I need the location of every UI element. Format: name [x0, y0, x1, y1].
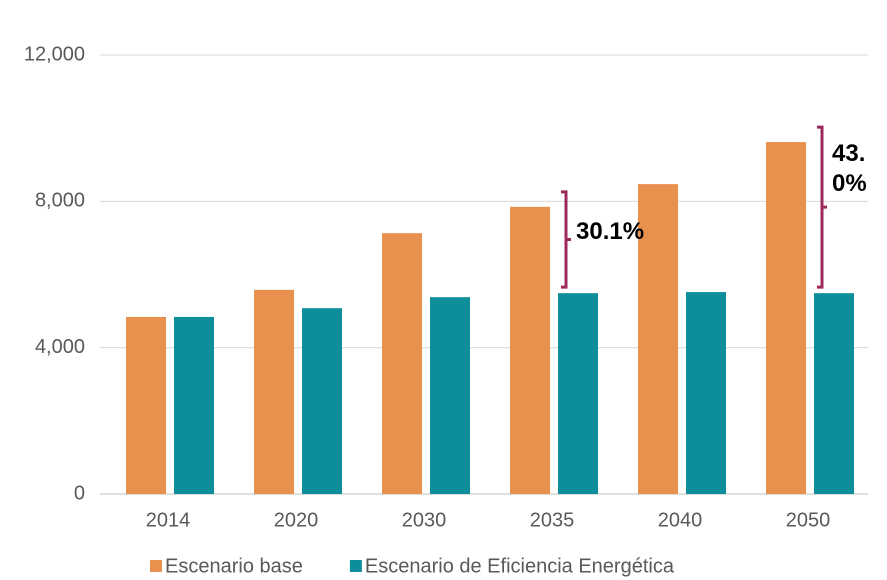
bar	[174, 316, 214, 494]
bar	[510, 206, 550, 494]
bar	[766, 142, 806, 494]
bar	[814, 293, 854, 494]
legend-swatch	[349, 560, 362, 572]
annotation: 43.0%	[832, 140, 867, 198]
legend-label: Escenario base	[165, 555, 303, 577]
y-tick-label: 8,000	[35, 190, 85, 212]
bracket	[561, 190, 571, 289]
legend-swatch	[150, 560, 162, 572]
x-tick-label: 2040	[658, 509, 703, 531]
y-tick-label: 0	[74, 482, 85, 504]
annotation: 30.1%	[576, 218, 645, 246]
bar	[638, 184, 678, 494]
bar	[430, 297, 470, 494]
legend-label: Escenario de Eficiencia Energética	[365, 555, 675, 577]
bar	[302, 308, 342, 494]
bar	[126, 316, 166, 494]
x-tick-label: 2050	[786, 509, 831, 531]
bracket	[817, 125, 827, 289]
x-tick-label: 2035	[530, 509, 575, 531]
bar	[686, 292, 726, 494]
bar	[382, 233, 422, 494]
bar	[558, 293, 598, 494]
y-tick-label: 4,000	[35, 336, 85, 358]
x-tick-label: 2020	[274, 509, 319, 531]
x-tick-label: 2030	[402, 509, 447, 531]
bar	[254, 289, 294, 494]
x-tick-label: 2014	[146, 509, 191, 531]
y-tick-label: 12,000	[24, 43, 85, 65]
